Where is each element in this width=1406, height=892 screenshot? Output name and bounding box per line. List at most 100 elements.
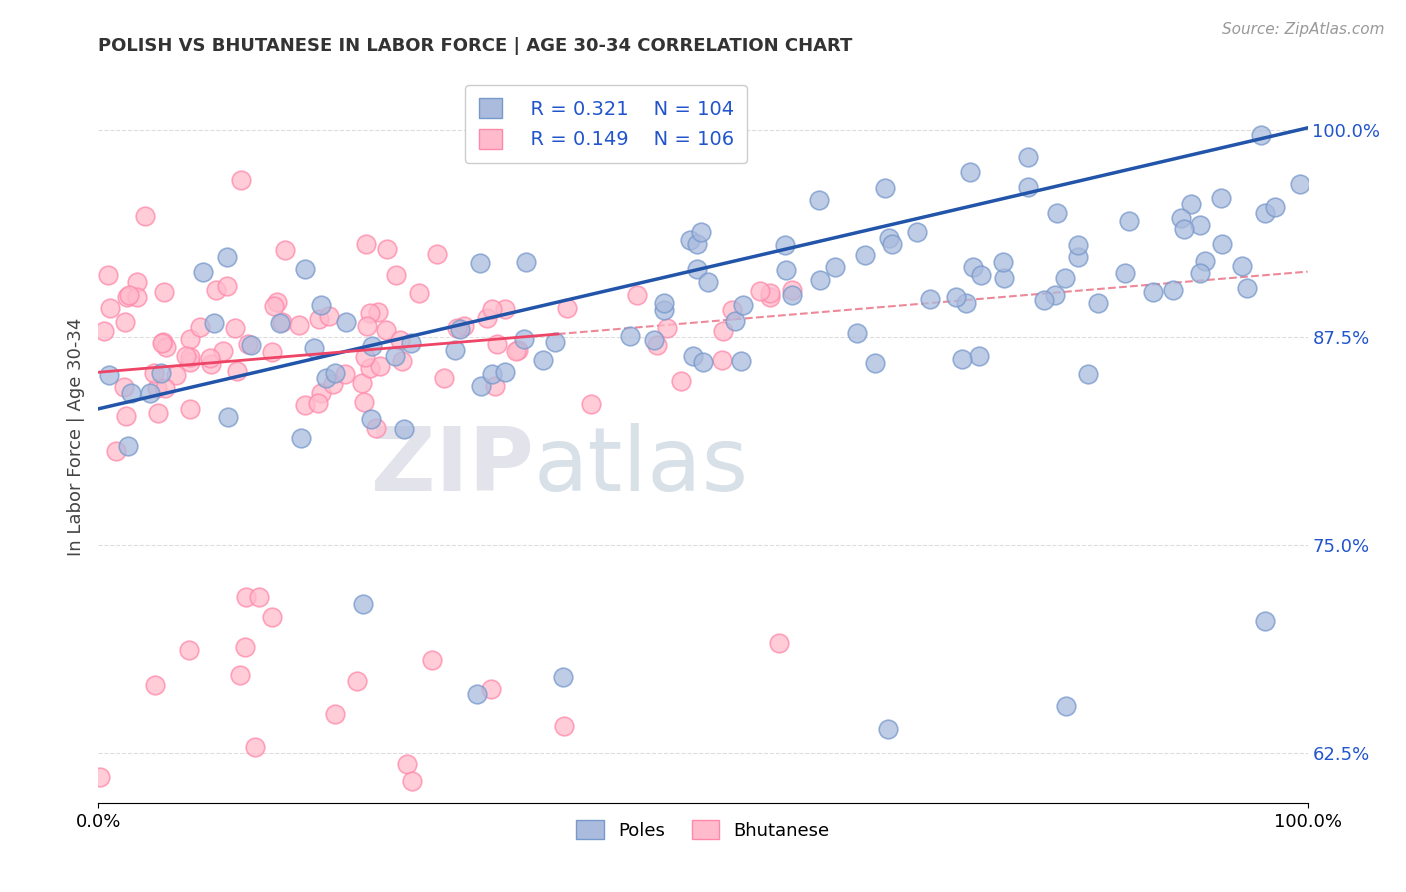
Point — [263, 299, 285, 313]
Point — [484, 378, 506, 392]
Point — [1264, 200, 1286, 214]
Text: Source: ZipAtlas.com: Source: ZipAtlas.com — [1222, 22, 1385, 37]
Point — [229, 667, 252, 681]
Point — [749, 284, 772, 298]
Point — [671, 374, 693, 388]
Text: ZIP: ZIP — [371, 423, 534, 510]
Point — [1236, 280, 1258, 294]
Point — [686, 261, 709, 276]
Point — [385, 268, 408, 283]
Point — [420, 653, 443, 667]
Point — [115, 290, 138, 304]
Point — [290, 431, 312, 445]
Point — [361, 339, 384, 353]
Point — [775, 262, 797, 277]
Point — [98, 301, 121, 315]
Point — [302, 341, 325, 355]
Legend: Poles, Bhutanese: Poles, Bhutanese — [568, 811, 838, 848]
Point — [433, 371, 456, 385]
Point — [1194, 254, 1216, 268]
Point — [679, 233, 702, 247]
Point — [117, 439, 139, 453]
Point — [294, 398, 316, 412]
Point — [146, 381, 169, 395]
Point — [945, 290, 967, 304]
Point — [93, 324, 115, 338]
Point — [262, 344, 284, 359]
Point — [865, 356, 887, 370]
Point — [114, 315, 136, 329]
Point — [235, 590, 257, 604]
Point — [758, 290, 780, 304]
Point — [1180, 197, 1202, 211]
Point — [200, 357, 222, 371]
Point — [359, 306, 381, 320]
Point — [959, 164, 981, 178]
Point — [877, 231, 900, 245]
Point — [512, 332, 534, 346]
Point — [1087, 295, 1109, 310]
Point — [711, 324, 734, 338]
Point — [359, 360, 381, 375]
Point — [198, 351, 221, 365]
Point — [249, 590, 271, 604]
Point — [733, 298, 755, 312]
Point — [544, 335, 567, 350]
Point — [217, 250, 239, 264]
Point — [1142, 285, 1164, 299]
Point — [370, 359, 392, 373]
Point — [307, 396, 329, 410]
Point — [271, 315, 294, 329]
Point — [477, 310, 499, 325]
Point — [991, 254, 1014, 268]
Point — [188, 320, 211, 334]
Point — [652, 303, 675, 318]
Point — [152, 285, 174, 299]
Point — [780, 283, 803, 297]
Point — [356, 319, 378, 334]
Point — [142, 366, 165, 380]
Point — [360, 411, 382, 425]
Point — [155, 340, 177, 354]
Point — [150, 335, 173, 350]
Point — [401, 774, 423, 789]
Point — [333, 368, 356, 382]
Point — [853, 247, 876, 261]
Point — [217, 409, 239, 424]
Point — [808, 273, 831, 287]
Point — [481, 301, 503, 316]
Point — [877, 722, 900, 736]
Point — [367, 305, 389, 319]
Point — [179, 332, 201, 346]
Point — [993, 270, 1015, 285]
Point — [97, 268, 120, 282]
Point — [468, 256, 491, 270]
Point — [1066, 250, 1088, 264]
Point — [152, 334, 174, 349]
Point — [262, 610, 284, 624]
Point — [494, 302, 516, 317]
Point — [967, 349, 990, 363]
Point — [1188, 266, 1211, 280]
Point — [551, 670, 574, 684]
Point — [356, 237, 378, 252]
Point — [686, 236, 709, 251]
Point — [112, 380, 135, 394]
Point — [217, 278, 239, 293]
Point — [153, 380, 176, 394]
Point — [350, 376, 373, 391]
Point — [443, 343, 465, 357]
Point — [807, 194, 830, 208]
Point — [531, 353, 554, 368]
Point — [323, 366, 346, 380]
Point — [918, 292, 941, 306]
Point — [619, 329, 641, 343]
Point — [970, 268, 993, 283]
Point — [657, 321, 679, 335]
Point — [479, 682, 502, 697]
Point — [125, 290, 148, 304]
Point — [845, 326, 868, 341]
Point — [696, 275, 718, 289]
Point — [309, 385, 332, 400]
Point — [318, 309, 340, 323]
